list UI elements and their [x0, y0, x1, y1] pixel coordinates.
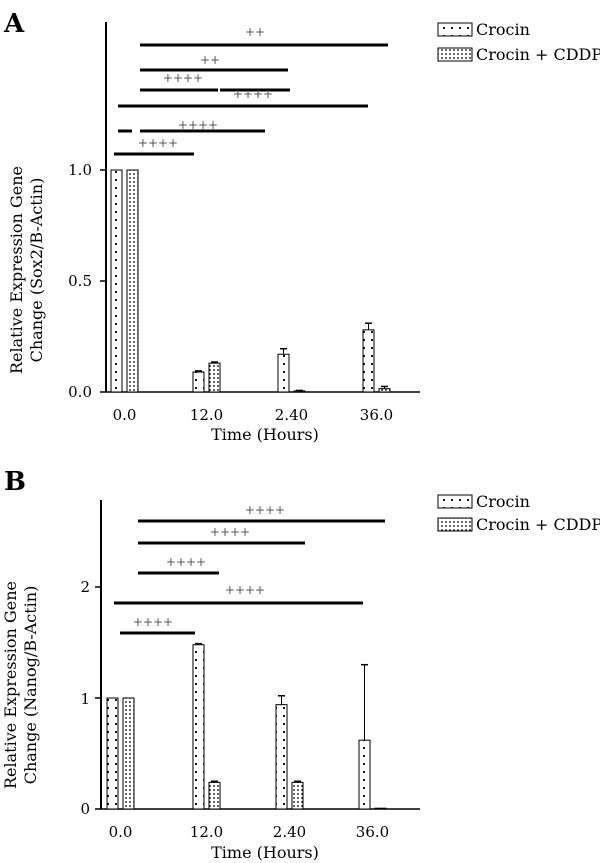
sig-label: ++++ [138, 136, 178, 150]
panel-a-bar-crocin-cddp [378, 388, 391, 393]
panel-b-legend-crocin: Crocin [476, 492, 530, 511]
panel-b-label: B [4, 467, 26, 497]
panel-b-bar-crocin [192, 644, 205, 810]
panel-b-bar-crocin [106, 697, 119, 810]
panel-a-xtick-label: 2.40 [275, 406, 308, 424]
panel-a-bar-crocin [277, 353, 290, 393]
panel-a-y-title-line1: Relative Expression Gene [7, 166, 26, 374]
panel-a-label: A [3, 9, 25, 39]
sig-label: ++ [200, 53, 220, 67]
panel-b-ytick-label: 2 [80, 578, 90, 596]
sig-label: ++++ [225, 583, 265, 597]
panel-b-xtick-label: 12.0 [190, 823, 223, 841]
panel-a-bar-crocin-cddp [126, 169, 139, 393]
sig-label: ++ [245, 25, 265, 39]
panel-a-x-axis-title: Time (Hours) [211, 425, 319, 444]
panel-b-ytick-label: 1 [80, 690, 90, 708]
panel-a-bar-crocin-cddp [208, 362, 221, 393]
panel-a-ytick-label: 0.5 [68, 272, 92, 290]
sig-label: ++++ [245, 503, 285, 517]
panel-a-xtick-label: 0.0 [113, 406, 137, 424]
panel-b-significance: ++++ ++++ ++++ ++++ ++++ [114, 503, 385, 635]
panel-b-xtick-label: 2.40 [273, 823, 306, 841]
panel-b-bar-crocin [275, 704, 288, 810]
panel-b-legend: Crocin Crocin + CDDP [437, 492, 600, 534]
panel-b-xtick-label: 36.0 [356, 823, 389, 841]
panel-a-legend-crocin-cddp: Crocin + CDDP [476, 45, 600, 64]
panel-a-y-title-line2: Change (Sox2/B-Actin) [27, 178, 46, 363]
panel-b-bar-crocin-cddp [208, 781, 221, 810]
panel-b-legend-crocin-cddp: Crocin + CDDP [476, 515, 600, 534]
panel-a-ytick-label: 1.0 [68, 161, 92, 179]
panel-a-bar-crocin [362, 329, 375, 393]
panel-b-marks: 0.0 12.0 2.40 36.0 [95, 586, 389, 841]
panel-b: B 2 1 0 Time (Hours) Relative Expression… [1, 467, 600, 862]
sig-label: ++++ [133, 615, 173, 629]
panel-a-ytick-label: 0.0 [68, 383, 92, 401]
panel-b-x-axis-title: Time (Hours) [211, 843, 319, 862]
panel-a-bar-crocin [110, 169, 123, 393]
panel-b-bar-crocin-cddp [291, 781, 304, 810]
panel-a-significance: ++ ++ ++++ ++++ ++++ ++++ [114, 25, 388, 156]
sig-label: ++++ [163, 71, 203, 85]
panel-a-legend: Crocin Crocin + CDDP [437, 20, 600, 64]
panel-b-y-title-line2: Change (Nanog/B-Actin) [21, 586, 40, 785]
panel-b-legend-swatch-crocin [437, 494, 473, 509]
panel-b-bar-crocin-cddp [374, 807, 387, 810]
panel-b-bar-crocin [358, 739, 371, 810]
sig-label: ++++ [233, 87, 273, 101]
panel-a-xtick-label: 36.0 [360, 406, 393, 424]
panel-a: A 1.0 0.5 0.0 Time (Hours) Relative Expr… [3, 9, 600, 444]
sig-label: ++++ [178, 118, 218, 132]
panel-a-bar-crocin [192, 371, 205, 393]
panel-a-y-axis-title: Relative Expression Gene Change (Sox2/B-… [7, 166, 46, 374]
panel-a-marks: 0.0 12.0 2.40 36.0 [100, 169, 393, 424]
panel-b-y-axis-title: Relative Expression Gene Change (Nanog/B… [1, 581, 40, 789]
sig-label: ++++ [210, 525, 250, 539]
panel-b-legend-swatch-crocin-cddp [437, 517, 473, 532]
panel-b-y-title-line1: Relative Expression Gene [1, 581, 20, 789]
panel-a-legend-swatch-crocin-cddp [437, 47, 473, 62]
panel-a-legend-crocin: Crocin [476, 20, 530, 39]
panel-b-ytick-label: 0 [80, 800, 90, 818]
panel-b-xtick-label: 0.0 [109, 823, 133, 841]
panel-a-legend-swatch-crocin [437, 22, 473, 37]
panel-b-bar-crocin-cddp [122, 697, 135, 810]
panel-a-xtick-label: 12.0 [190, 406, 223, 424]
sig-label: ++++ [166, 555, 206, 569]
